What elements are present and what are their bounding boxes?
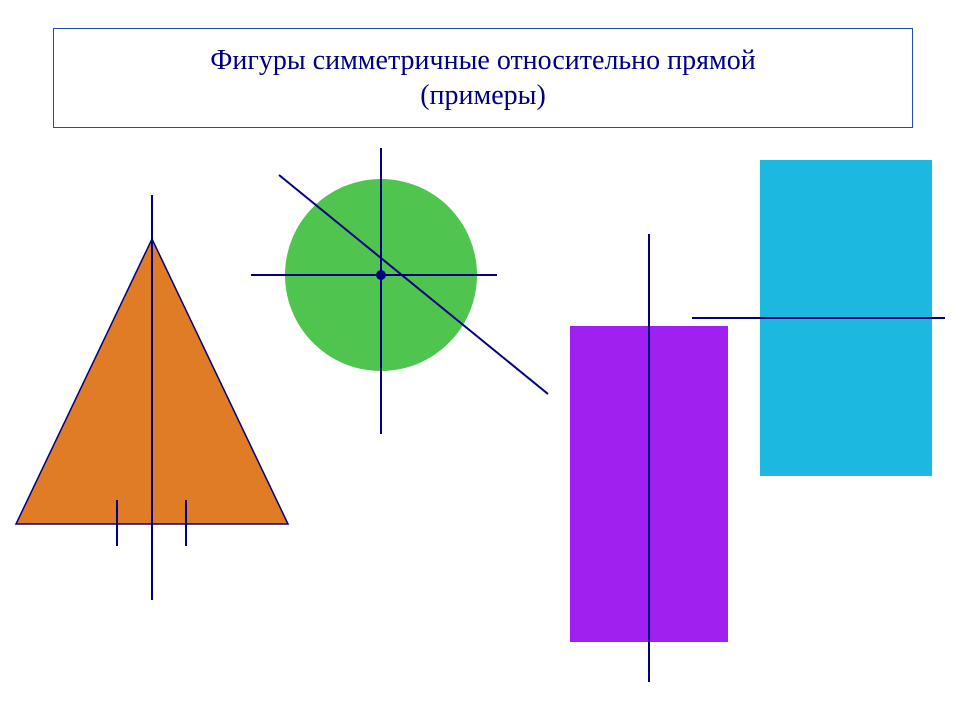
circle-center-dot xyxy=(376,270,386,280)
diagram-canvas xyxy=(0,0,960,720)
